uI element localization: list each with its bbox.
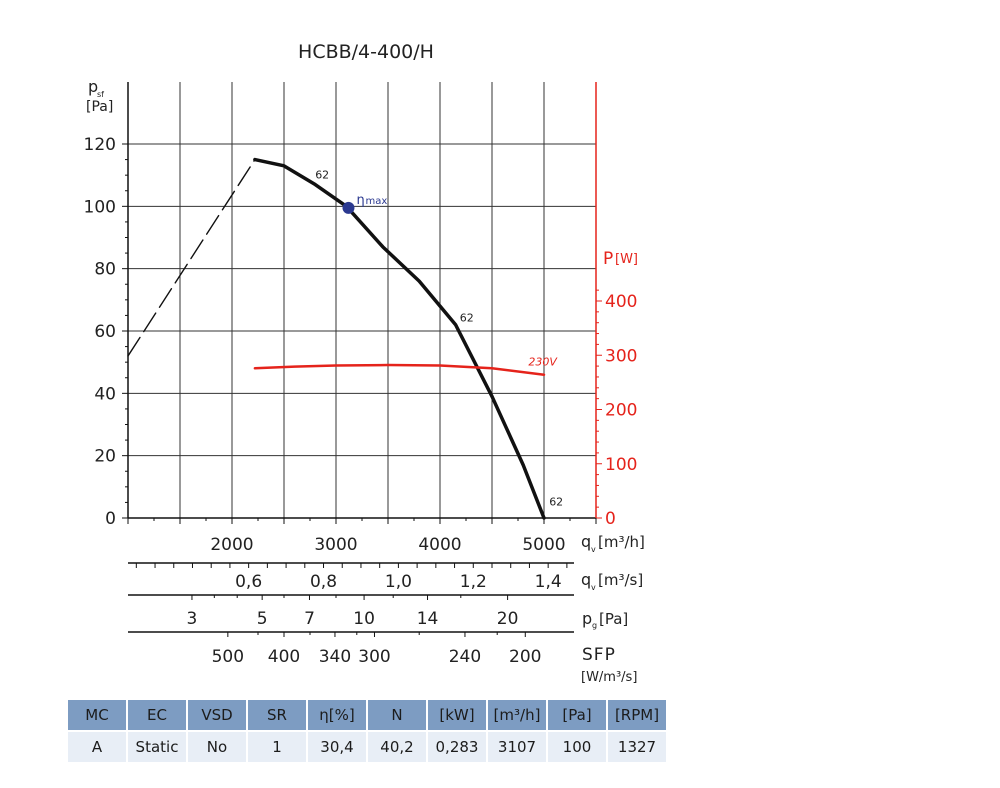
table-header-cell: MC: [68, 700, 126, 730]
x-axis0-tick-label: 4000: [418, 535, 461, 555]
series-power: [253, 363, 546, 377]
table-header-cell: η[%]: [308, 700, 366, 730]
eta-max-symbol: η: [356, 193, 364, 208]
series-pressure-dashed: [127, 158, 256, 357]
grid-lines: [128, 82, 596, 518]
table-cell: 30,4: [308, 732, 366, 762]
table-row: A Static No 1 30,4 40,2 0,283 3107 100 1327: [68, 732, 666, 762]
eta-max-label: max: [365, 196, 387, 207]
table-cell: 40,2: [368, 732, 426, 762]
x-axis3-tick-label: 300: [358, 647, 390, 667]
eta-max-marker: [342, 201, 355, 214]
table-header-cell: [RPM]: [608, 700, 666, 730]
y-left-tick-label: 80: [94, 260, 116, 280]
x-axis2-tick-label: 3: [187, 609, 198, 629]
y-right-tick-label: 0: [605, 509, 616, 529]
x-axis3-unit: [W/m³/s]: [581, 670, 637, 685]
x-axis1-label-sub: v: [591, 583, 596, 592]
table-header-cell: SR: [248, 700, 306, 730]
x-axis1-tick-label: 0,6: [235, 572, 262, 592]
y-left-tick-label: 0: [105, 509, 116, 529]
y-left-tick-label: 120: [84, 135, 116, 155]
table-cell: Static: [128, 732, 186, 762]
y-left-tick-label: 60: [94, 322, 116, 342]
x-axes: 2000 3000 4000 5000 q v [m³/h]0,6 0,8 1,0 1,2 1,4 q…: [127, 518, 645, 685]
y-right-tick-label: 400: [605, 292, 637, 312]
table-header-cell: VSD: [188, 700, 246, 730]
table-header-cell: [Pa]: [548, 700, 606, 730]
plot-frame: [127, 82, 597, 519]
x-axis1-unit: [m³/s]: [598, 571, 643, 589]
spec-table: MC EC VSD SR η[%] N [kW] [m³/h] [Pa] [RPM] A Stati…: [66, 698, 668, 764]
y-left-tick-label: 40: [94, 384, 116, 404]
x-axis2-tick-label: 7: [304, 609, 315, 629]
series-pressure: [253, 157, 546, 520]
x-axis2-tick-label: 5: [257, 609, 268, 629]
x-axis3-tick-label: 200: [509, 647, 541, 667]
x-axis1-label: q: [581, 570, 591, 589]
x-axis2-tick-label: 20: [497, 609, 519, 629]
x-axis3-label: SFP: [582, 645, 616, 665]
y-right-tick-label: 200: [605, 401, 637, 421]
table-header-cell: [kW]: [428, 700, 486, 730]
x-axis2-label-sub: g: [592, 621, 597, 630]
series-layer: [127, 157, 546, 520]
spec-header-row: MC EC VSD SR η[%] N [kW] [m³/h] [Pa] [RPM]: [68, 700, 666, 730]
y-right-unit: [W]: [615, 252, 638, 267]
table-cell: 3107: [488, 732, 546, 762]
x-axis2-tick-label: 14: [417, 609, 439, 629]
table-cell: 0,283: [428, 732, 486, 762]
x-axis3-tick-label: 500: [212, 647, 244, 667]
table-cell: 100: [548, 732, 606, 762]
table-cell: No: [188, 732, 246, 762]
table-cell: A: [68, 732, 126, 762]
x-axis0-label: q: [581, 532, 591, 551]
chart-title: HCBB/4-400/H: [298, 41, 434, 63]
x-axis0-tick-label: 2000: [210, 535, 253, 555]
table-cell: 1327: [608, 732, 666, 762]
x-axis3-tick-label: 340: [319, 647, 351, 667]
x-axis1-tick-label: 1,4: [535, 572, 562, 592]
y-left-label-sub: sf: [97, 90, 104, 99]
annotations-layer: 62 62 62 230V η max: [315, 168, 563, 508]
y-left-tick-label: 100: [84, 197, 116, 217]
x-axis2-tick-label: 10: [353, 609, 375, 629]
spec-body: A Static No 1 30,4 40,2 0,283 3107 100 1327: [68, 732, 666, 762]
x-axis1-tick-label: 0,8: [310, 572, 337, 592]
y-axis-left: 0 20 40 60 80 100 120 psf[Pa]: [84, 77, 128, 529]
table-cell: 1: [248, 732, 306, 762]
curve-annotation: 62: [549, 496, 563, 509]
x-axis2-label: p: [582, 609, 592, 628]
table-header-cell: [m³/h]: [488, 700, 546, 730]
curve-annotation: 62: [460, 312, 474, 325]
y-left-label: p: [88, 77, 98, 96]
x-axis1-tick-label: 1,0: [385, 572, 412, 592]
y-left-unit: [Pa]: [86, 99, 113, 115]
x-axis1-tick-label: 1,2: [460, 572, 487, 592]
x-axis0-label-sub: v: [591, 545, 596, 554]
x-axis0-tick-label: 3000: [314, 535, 357, 555]
table-header-cell: N: [368, 700, 426, 730]
y-right-label: P: [603, 249, 613, 269]
x-axis3-tick-label: 240: [449, 647, 481, 667]
y-left-tick-label: 20: [94, 447, 116, 467]
y-right-tick-label: 300: [605, 346, 637, 366]
y-axis-right: 0 100 200 300 400 P [W]: [596, 249, 638, 529]
x-axis0-tick-label: 5000: [522, 535, 565, 555]
y-right-tick-label: 100: [605, 455, 637, 475]
curve-annotation: 230V: [528, 356, 558, 369]
curve-annotation: 62: [315, 168, 329, 181]
x-axis2-unit: [Pa]: [599, 610, 628, 628]
x-axis0-unit: [m³/h]: [598, 533, 645, 551]
x-axis3-tick-label: 400: [268, 647, 300, 667]
table-header-cell: EC: [128, 700, 186, 730]
